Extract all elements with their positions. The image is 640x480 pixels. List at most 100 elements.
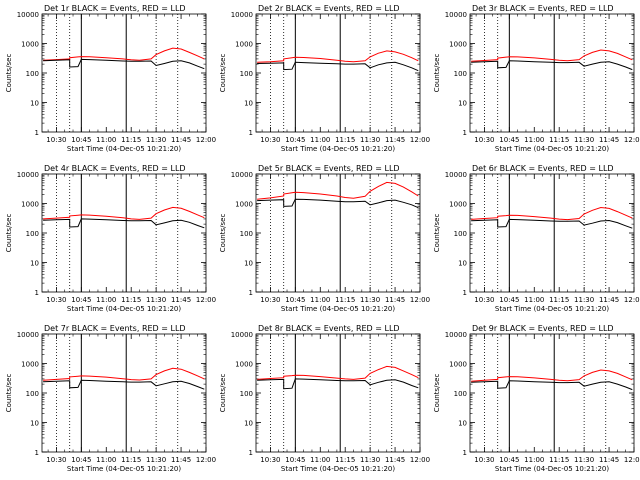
y-tick-label: 10 [458,100,467,108]
x-axis-label: Start Time (04-Dec-05 10:21:20) [67,145,181,153]
lld-series-line [257,181,419,200]
y-tick-label: 100 [454,390,467,398]
x-tick-label: 11:15 [335,136,355,144]
y-tick-label: 1 [249,289,253,297]
x-tick-label: 11:00 [96,456,116,464]
x-tick-label: 10:45 [499,136,519,144]
x-tick-label: 11:00 [310,136,330,144]
x-axis-label: Start Time (04-Dec-05 10:21:20) [67,305,181,313]
x-tick-label: 10:45 [71,136,91,144]
y-tick-label: 10000 [17,11,39,19]
x-tick-label: 11:30 [146,136,166,144]
y-tick-label: 10000 [231,331,253,339]
plot-frame [469,333,635,453]
x-tick-label: 11:00 [310,456,330,464]
x-tick-label: 10:30 [474,296,494,304]
y-tick-label: 1 [35,449,39,457]
x-axis-label: Start Time (04-Dec-05 10:21:20) [495,465,609,473]
plot-frame [469,173,635,293]
panel-title: Det 8r BLACK = Events, RED = LLD [258,324,400,333]
x-tick-label: 11:45 [385,136,405,144]
y-tick-label: 100 [454,70,467,78]
lld-series-line [471,49,633,62]
y-tick-label: 1 [35,129,39,137]
y-tick-label: 100 [240,390,253,398]
y-tick-label: 10000 [231,171,253,179]
y-axis-label: Counts/sec [5,374,13,413]
y-axis-label: Counts/sec [433,214,441,253]
x-tick-label: 11:15 [549,296,569,304]
x-tick-label: 11:30 [360,456,380,464]
y-tick-label: 10 [30,260,39,268]
y-tick-label: 1000 [21,361,39,369]
y-tick-label: 1 [249,449,253,457]
x-axis-label: Start Time (04-Dec-05 10:21:20) [495,305,609,313]
y-axis-label: Counts/sec [5,54,13,93]
x-tick-label: 11:15 [121,136,141,144]
events-series-line [471,60,633,71]
y-tick-label: 10 [458,260,467,268]
y-tick-label: 1 [463,289,467,297]
x-tick-label: 10:30 [260,136,280,144]
panel-det-8: Det 8r BLACK = Events, RED = LLD 1 10 100 10… [219,324,430,473]
plot-frame [41,173,207,293]
lld-series-line [471,369,633,382]
x-tick-label: 10:30 [46,136,66,144]
x-tick-label: 11:45 [171,136,191,144]
panel-det-2: Det 2r BLACK = Events, RED = LLD 1 10 100 10… [219,4,430,153]
y-tick-label: 1000 [235,361,253,369]
x-tick-label: 11:00 [96,296,116,304]
x-tick-label: 10:45 [285,136,305,144]
x-tick-label: 11:00 [524,296,544,304]
y-tick-label: 1000 [449,361,467,369]
lld-series-line [43,47,205,61]
x-tick-label: 11:15 [549,456,569,464]
x-tick-label: 11:30 [360,136,380,144]
x-tick-label: 10:30 [46,456,66,464]
y-tick-label: 10000 [445,331,467,339]
x-tick-label: 11:15 [335,456,355,464]
x-axis-label: Start Time (04-Dec-05 10:21:20) [495,145,609,153]
events-series-line [257,378,419,390]
lld-series-line [471,206,633,221]
y-axis-label: Counts/sec [219,54,227,93]
plot-frame [255,173,421,293]
events-series-line [43,218,205,229]
x-tick-label: 11:00 [524,456,544,464]
y-tick-label: 10 [244,100,253,108]
x-tick-label: 11:45 [599,456,619,464]
plot-frame [255,13,421,133]
x-tick-label: 10:45 [71,296,91,304]
x-tick-label: 12:00 [196,136,216,144]
panel-title: Det 5r BLACK = Events, RED = LLD [258,164,400,173]
plot-frame [41,13,207,133]
x-tick-label: 11:15 [335,296,355,304]
panel-det-6: Det 6r BLACK = Events, RED = LLD 1 10 100 10… [433,164,640,313]
x-tick-label: 11:30 [146,456,166,464]
y-tick-label: 10 [30,420,39,428]
x-tick-label: 11:00 [524,136,544,144]
x-axis-label: Start Time (04-Dec-05 10:21:20) [281,465,395,473]
x-tick-label: 11:30 [574,136,594,144]
x-tick-label: 11:15 [549,136,569,144]
x-tick-label: 11:00 [96,136,116,144]
x-tick-label: 12:00 [624,136,640,144]
x-tick-label: 12:00 [410,456,430,464]
y-tick-label: 10000 [445,11,467,19]
x-tick-label: 12:00 [196,456,216,464]
x-axis-label: Start Time (04-Dec-05 10:21:20) [281,305,395,313]
y-tick-label: 1 [463,449,467,457]
y-tick-label: 100 [26,390,39,398]
panel-det-4: Det 4r BLACK = Events, RED = LLD 1 10 100 10… [5,164,216,313]
lld-series-line [257,50,419,63]
x-tick-label: 11:45 [385,456,405,464]
x-tick-label: 11:30 [360,296,380,304]
x-tick-label: 11:45 [599,136,619,144]
panel-det-5: Det 5r BLACK = Events, RED = LLD 1 10 100 10… [219,164,430,313]
x-tick-label: 11:45 [171,296,191,304]
y-tick-label: 100 [26,230,39,238]
x-tick-label: 11:00 [310,296,330,304]
y-tick-label: 1000 [449,201,467,209]
x-tick-label: 10:30 [260,456,280,464]
y-axis-label: Counts/sec [219,214,227,253]
